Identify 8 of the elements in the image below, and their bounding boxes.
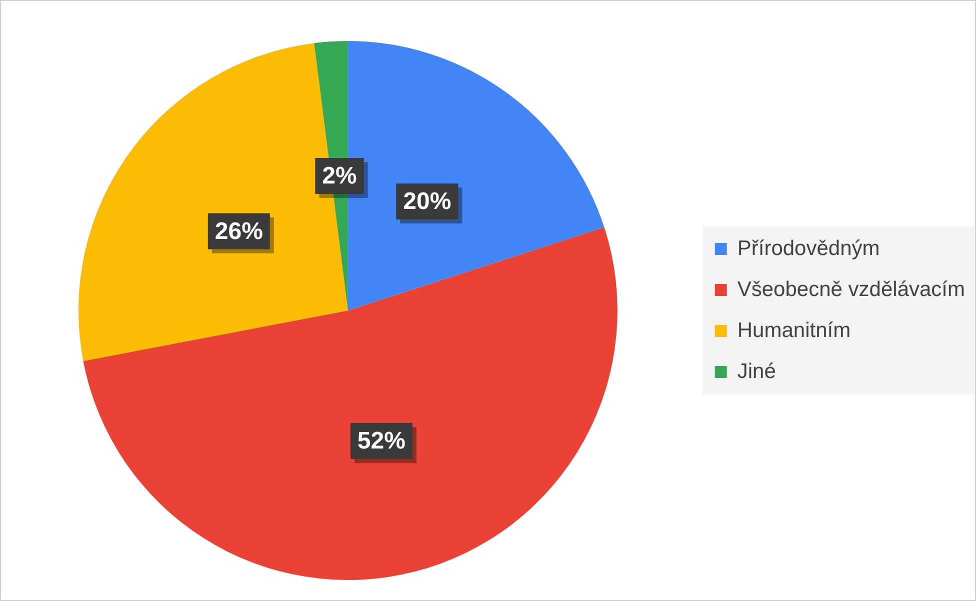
data-label: 26% xyxy=(214,218,263,245)
legend-label: Jiné xyxy=(737,360,776,383)
legend-label: Přírodovědným xyxy=(737,236,880,260)
data-label: 20% xyxy=(403,188,452,216)
legend-label: Humanitním xyxy=(737,318,851,342)
data-label: 52% xyxy=(357,428,406,455)
data-label: 2% xyxy=(322,162,357,190)
legend-label: Všeobecně vzdělávacím xyxy=(737,278,966,301)
